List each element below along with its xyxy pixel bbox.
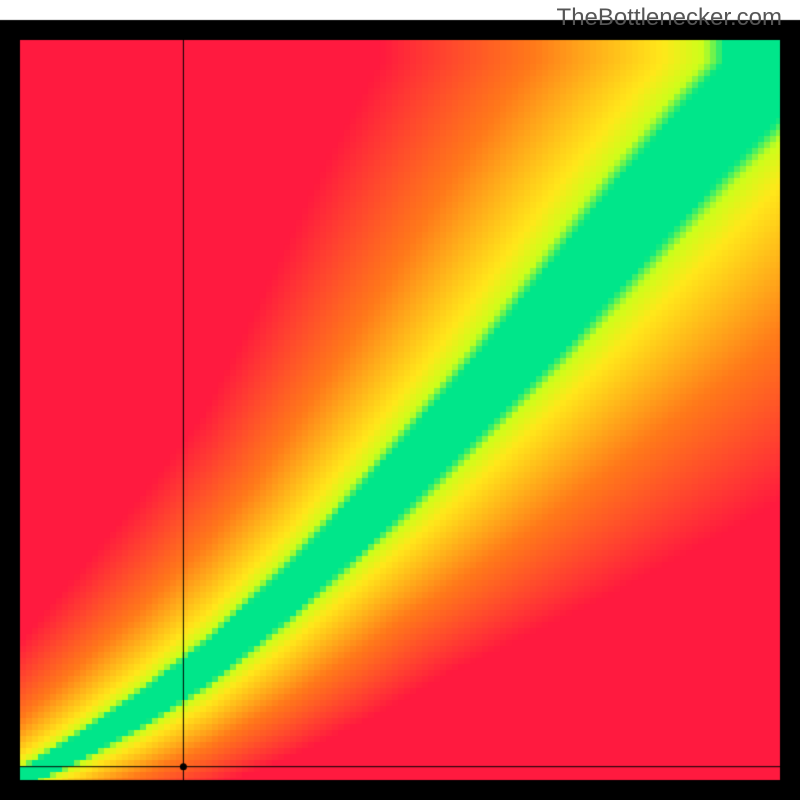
watermark-text: TheBottlenecker.com bbox=[557, 4, 782, 32]
heatmap-canvas bbox=[0, 0, 800, 800]
chart-container: TheBottlenecker.com bbox=[0, 0, 800, 800]
